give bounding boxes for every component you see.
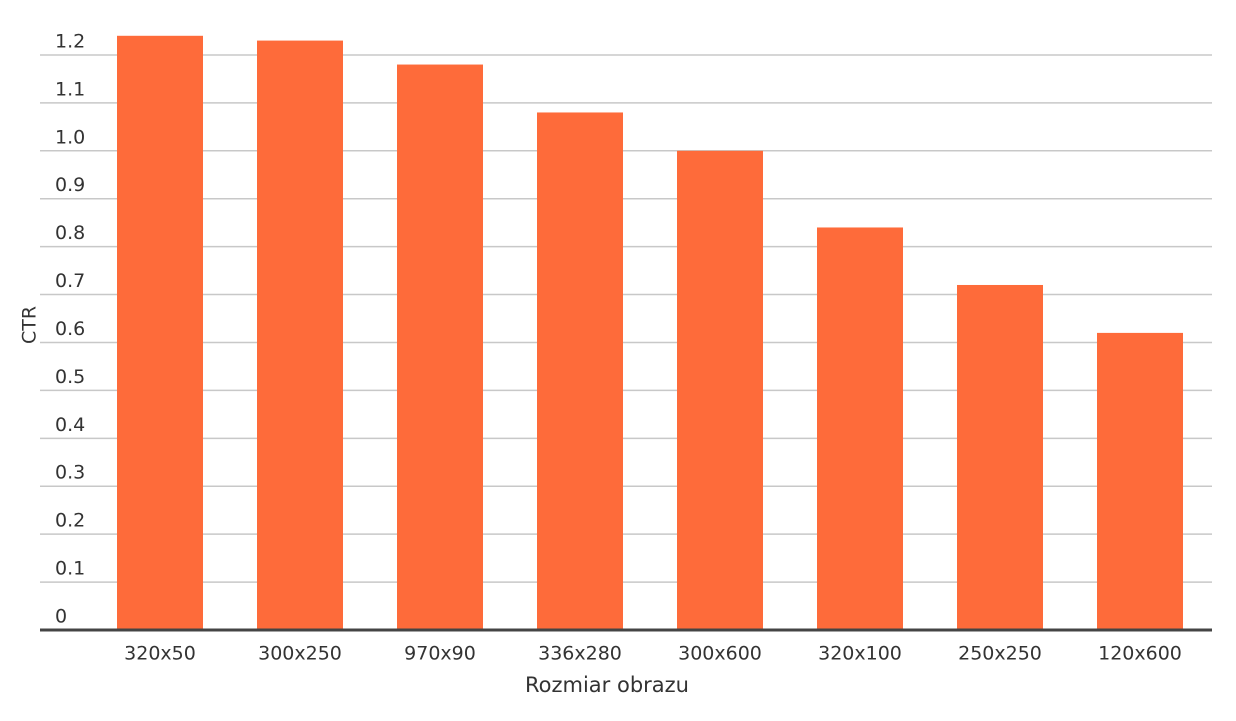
y-tick-label: 0.8: [55, 222, 85, 244]
bar: [1097, 332, 1183, 630]
x-tick-label: 250x250: [958, 643, 1042, 665]
y-tick-label: 0.1: [55, 558, 85, 580]
x-tick-label: 300x600: [678, 643, 762, 665]
y-axis-title: CTR: [19, 306, 41, 344]
x-tick-label: 300x250: [258, 643, 342, 665]
y-tick-label: 0.5: [55, 366, 85, 388]
y-tick-label: 0.6: [55, 318, 85, 340]
x-tick-label: 120x600: [1098, 643, 1182, 665]
y-tick-label: 0.7: [55, 270, 85, 292]
bar: [537, 112, 623, 631]
y-tick-label: 0.3: [55, 462, 85, 484]
bar: [397, 64, 483, 630]
bar: [257, 40, 343, 631]
y-tick-label: 0.2: [55, 510, 85, 532]
bar: [817, 227, 903, 631]
x-tick-label: 336x280: [538, 643, 622, 665]
x-tick-label: 320x50: [124, 643, 196, 665]
y-tick-label: 0.9: [55, 174, 85, 196]
x-tick-label: 970x90: [404, 643, 476, 665]
y-tick-label: 1.0: [55, 126, 85, 148]
y-tick-label: 1.2: [55, 30, 85, 52]
y-tick-label: 0.4: [55, 414, 85, 436]
x-tick-label: 320x100: [818, 643, 902, 665]
bar: [957, 284, 1043, 630]
x-axis-title: Rozmiar obrazu: [525, 673, 689, 697]
y-tick-label: 1.1: [55, 78, 85, 100]
bar: [117, 35, 203, 631]
y-tick-label: 0: [55, 606, 67, 628]
bar: [677, 150, 763, 631]
